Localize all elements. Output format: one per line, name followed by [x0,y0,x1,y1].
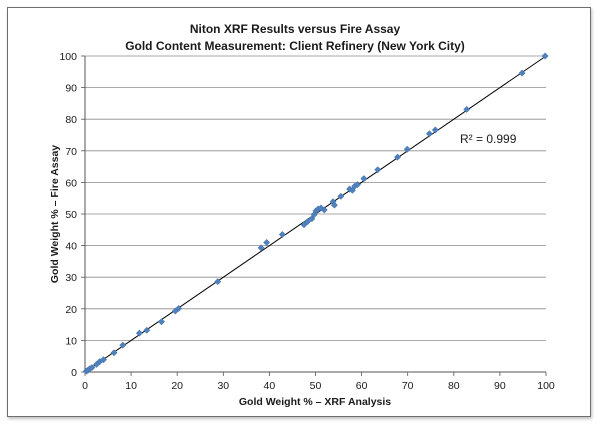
data-point [394,153,402,161]
x-tick-label: 10 [125,380,137,392]
data-point [320,206,328,214]
y-tick-label: 20 [65,304,77,316]
data-point [304,218,312,226]
data-point [257,244,265,252]
data-point [374,166,382,174]
data-point [518,69,526,77]
data-point [431,126,439,134]
data-point [175,305,183,312]
scatter-chart: Niton XRF Results versus Fire Assay Gold… [49,22,555,408]
x-tick-label: 90 [494,380,506,392]
data-point [214,278,222,286]
data-point [278,231,286,239]
x-tick-label: 30 [217,380,229,392]
x-tick-label: 80 [448,380,460,392]
data-point [110,349,118,357]
data-points [82,52,549,375]
data-point [360,175,368,183]
axes [81,55,547,376]
r-squared-annotation: R² = 0.999 [460,132,517,146]
x-tick-label: 40 [264,380,276,392]
y-tick-label: 40 [65,241,77,253]
data-point [425,130,433,138]
tick-labels: 0 10 20 30 40 50 60 70 80 90 100 0 10 20 30 40 50 60 70 80 9… [59,51,554,392]
x-axis-label: Gold Weight % – XRF Analysis [239,396,391,408]
x-tick-label: 0 [82,380,88,392]
data-point [403,145,411,153]
data-point [263,238,271,246]
y-axis-label: Gold Weight % – Fire Assay [49,145,61,283]
y-tick-label: 10 [65,335,77,347]
data-point [300,221,308,229]
data-point [330,201,338,209]
data-point [135,329,143,337]
y-tick-label: 50 [65,209,77,221]
y-tick-label: 30 [65,272,77,284]
data-point [119,341,127,349]
y-tick-label: 70 [65,146,77,158]
data-point [143,326,151,334]
chart-title: Niton XRF Results versus Fire Assay [190,22,401,36]
data-point [99,356,107,364]
data-point [353,181,361,189]
chart-frame: Niton XRF Results versus Fire Assay Gold… [7,7,591,417]
x-tick-label: 20 [171,380,183,392]
y-tick-label: 60 [65,177,77,189]
x-tick-label: 70 [402,380,414,392]
chart-subtitle: Gold Content Measurement: Client Refiner… [125,39,465,53]
x-tick-label: 100 [537,380,555,392]
data-point [463,105,471,113]
gridlines [85,55,546,341]
data-point [88,364,96,372]
data-point [541,52,549,60]
y-tick-label: 80 [65,114,77,126]
data-point [337,192,345,200]
y-tick-label: 100 [59,51,77,63]
y-tick-label: 90 [65,83,77,95]
x-tick-label: 60 [356,380,368,392]
data-point [158,318,166,326]
y-tick-label: 0 [71,367,77,379]
x-tick-label: 50 [310,380,322,392]
